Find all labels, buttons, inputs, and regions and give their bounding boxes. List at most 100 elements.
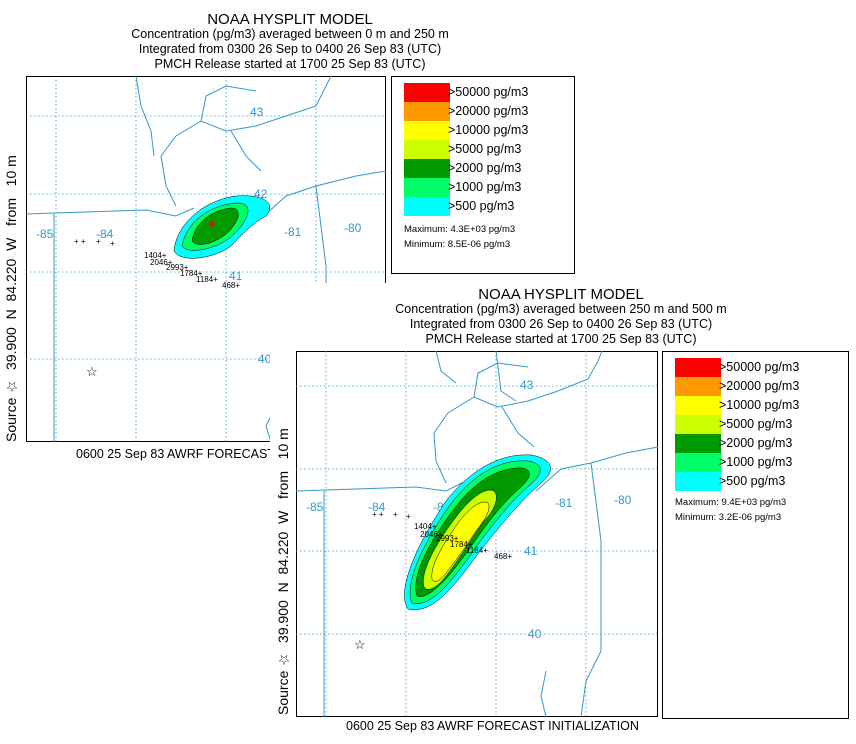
legend-row: >20000 pg/m3	[675, 377, 835, 396]
legend-row: >5000 pg/m3	[404, 140, 564, 159]
legend-swatch	[675, 396, 721, 415]
legend-minimum: Minimum: 3.2E-06 pg/m3	[675, 512, 782, 523]
source-location-label: Source ☆ 39.900 N 84.220 W from 10 m	[275, 428, 291, 715]
map-plot-area: -85 -84 -83 -81 -80 43 42 41 40 + +++ 14…	[296, 351, 658, 717]
legend-swatch	[404, 159, 450, 178]
legend-row: >2000 pg/m3	[675, 434, 835, 453]
legend-row: >10000 pg/m3	[675, 396, 835, 415]
track-label: 2993+	[166, 263, 189, 272]
legend-row: >20000 pg/m3	[404, 102, 564, 121]
track-label: 1184+	[466, 546, 488, 555]
legend-row: >50000 pg/m3	[404, 83, 564, 102]
legend-swatch	[404, 102, 450, 121]
svg-text:+: +	[393, 510, 398, 519]
legend-label: >50000 pg/m3	[719, 360, 800, 374]
legend-label: >2000 pg/m3	[448, 161, 522, 175]
svg-text:+ +: + +	[74, 237, 86, 246]
panel-subtitle-integration: Integrated from 0300 26 Sep to 0400 26 S…	[409, 317, 713, 331]
legend-label: >20000 pg/m3	[448, 104, 529, 118]
track-label: 1184+	[196, 275, 218, 284]
legend-swatch	[675, 434, 721, 453]
legend-row: >10000 pg/m3	[404, 121, 564, 140]
legend-row: >5000 pg/m3	[675, 415, 835, 434]
track-label: 2993+	[436, 534, 459, 543]
track-label: 2046+	[150, 258, 173, 267]
legend-row: >2000 pg/m3	[404, 159, 564, 178]
legend-row: >1000 pg/m3	[404, 178, 564, 197]
track-label: 1784+	[450, 540, 473, 549]
legend-swatch	[404, 197, 450, 216]
track-label: 1784+	[180, 269, 203, 278]
trajectory-labels: + + + + 1404+ 2046+ 2993+ 1784+ 1184+ 468+	[372, 510, 512, 561]
legend-swatch	[404, 140, 450, 159]
panel-subtitle-concentration: Concentration (pg/m3) averaged between 2…	[395, 302, 727, 316]
grid-labels: -85 -84 -81 -80 43 42 41 40	[36, 105, 362, 366]
lat-label: 40	[258, 352, 272, 366]
lat-label: 41	[524, 544, 538, 558]
legend: >50000 pg/m3 >20000 pg/m3 >10000 pg/m3 >…	[662, 351, 849, 719]
lat-lon-grid	[296, 351, 658, 717]
legend-swatch	[404, 178, 450, 197]
legend-label: >1000 pg/m3	[719, 455, 793, 469]
legend-swatch	[675, 377, 721, 396]
lat-label: 43	[520, 378, 534, 392]
legend-label: >500 pg/m3	[719, 474, 786, 488]
source-star-icon: ☆	[86, 364, 98, 379]
track-label: 1404+	[144, 251, 167, 260]
panel-title: NOAA HYSPLIT MODEL	[478, 286, 644, 303]
panel-header: NOAA HYSPLIT MODEL Concentration (pg/m3)…	[30, 12, 550, 72]
lon-label: -80	[614, 493, 632, 507]
lat-label: 40	[528, 627, 542, 641]
legend-label: >50000 pg/m3	[448, 85, 529, 99]
lon-label: -81	[284, 225, 302, 239]
legend-maximum: Maximum: 9.4E+03 pg/m3	[675, 497, 787, 508]
lat-label: 43	[250, 105, 264, 119]
track-label: 468+	[494, 552, 512, 561]
svg-text:+ +: + +	[372, 510, 384, 519]
source-location-label: Source ☆ 39.900 N 84.220 W from 10 m	[3, 155, 19, 442]
legend-label: >1000 pg/m3	[448, 180, 522, 194]
svg-text:+: +	[406, 512, 411, 521]
panel-subtitle-concentration: Concentration (pg/m3) averaged between 0…	[131, 27, 449, 41]
svg-text:+: +	[110, 239, 115, 248]
lon-label: -84	[368, 500, 386, 514]
panel-subtitle-integration: Integrated from 0300 26 Sep to 0400 26 S…	[138, 42, 442, 56]
lat-label: 41	[229, 269, 243, 283]
trajectory-labels: + + + + 1404+ 2046+ 2993+ 1784+ 1184+ 468+	[74, 237, 240, 290]
legend-swatch	[404, 83, 450, 102]
legend-label: >2000 pg/m3	[719, 436, 793, 450]
lon-label: -80	[344, 221, 362, 235]
legend-label: >20000 pg/m3	[719, 379, 800, 393]
maximum-marker	[209, 221, 215, 227]
legend-swatch	[404, 121, 450, 140]
legend-row: >500 pg/m3	[675, 472, 835, 491]
track-label: 1404+	[414, 522, 437, 531]
panel-header: NOAA HYSPLIT MODEL Concentration (pg/m3)…	[300, 287, 822, 347]
source-star-icon: ☆	[354, 637, 366, 652]
legend-swatch	[675, 358, 721, 377]
legend-label: >10000 pg/m3	[719, 398, 800, 412]
concentration-plume	[404, 454, 551, 611]
panel-title: NOAA HYSPLIT MODEL	[207, 11, 373, 28]
legend-row: >1000 pg/m3	[675, 453, 835, 472]
panel-subtitle-release: PMCH Release started at 1700 25 Sep 83 (…	[154, 57, 426, 71]
legend-maximum: Maximum: 4.3E+03 pg/m3	[404, 224, 516, 235]
panel-footer: 0600 25 Sep 83 AWRF FORECAST INITIALIZAT…	[346, 719, 639, 733]
legend-label: >10000 pg/m3	[448, 123, 529, 137]
legend-swatch	[675, 472, 721, 491]
legend-row: >50000 pg/m3	[675, 358, 835, 377]
legend-swatch	[675, 415, 721, 434]
track-label: 2046+	[420, 530, 443, 539]
legend: >50000 pg/m3 >20000 pg/m3 >10000 pg/m3 >…	[391, 76, 575, 274]
legend-minimum: Minimum: 8.5E-06 pg/m3	[404, 239, 511, 250]
track-label: 468+	[222, 281, 240, 290]
legend-label: >5000 pg/m3	[719, 417, 793, 431]
legend-label: >5000 pg/m3	[448, 142, 522, 156]
lon-label: -85	[36, 227, 54, 241]
lon-label: -84	[96, 227, 114, 241]
state-and-coast-lines	[296, 351, 658, 717]
legend-row: >500 pg/m3	[404, 197, 564, 216]
concentration-plume	[173, 195, 270, 259]
legend-swatch	[675, 453, 721, 472]
lon-label: -85	[306, 500, 324, 514]
